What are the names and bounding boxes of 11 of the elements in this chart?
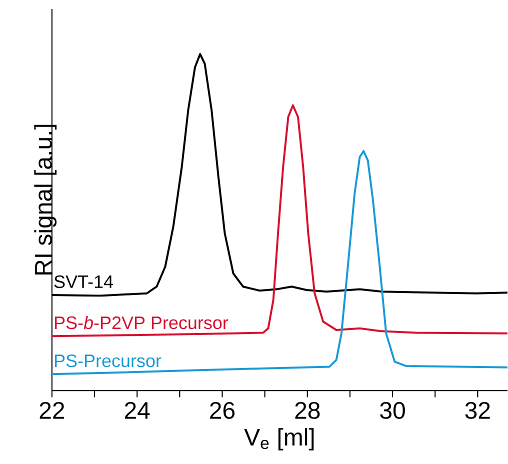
series-label: PS-Precursor (55, 354, 162, 368)
x-tick-label: 26 (210, 402, 235, 420)
series-label: SVT-14 (54, 276, 113, 288)
x-tick-label: 30 (380, 402, 405, 420)
x-tick-label: 32 (465, 402, 490, 420)
x-tick-label: 28 (295, 402, 320, 420)
x-tick-label: 22 (40, 402, 64, 419)
x-axis-title: V$_{e}$ [ml] (244, 428, 314, 451)
series-label: PS-b-P2VP Precursor (55, 316, 228, 330)
y-axis-title: RI signal [a.u.] (34, 125, 57, 275)
x-tick-label: 24 (124, 402, 150, 419)
